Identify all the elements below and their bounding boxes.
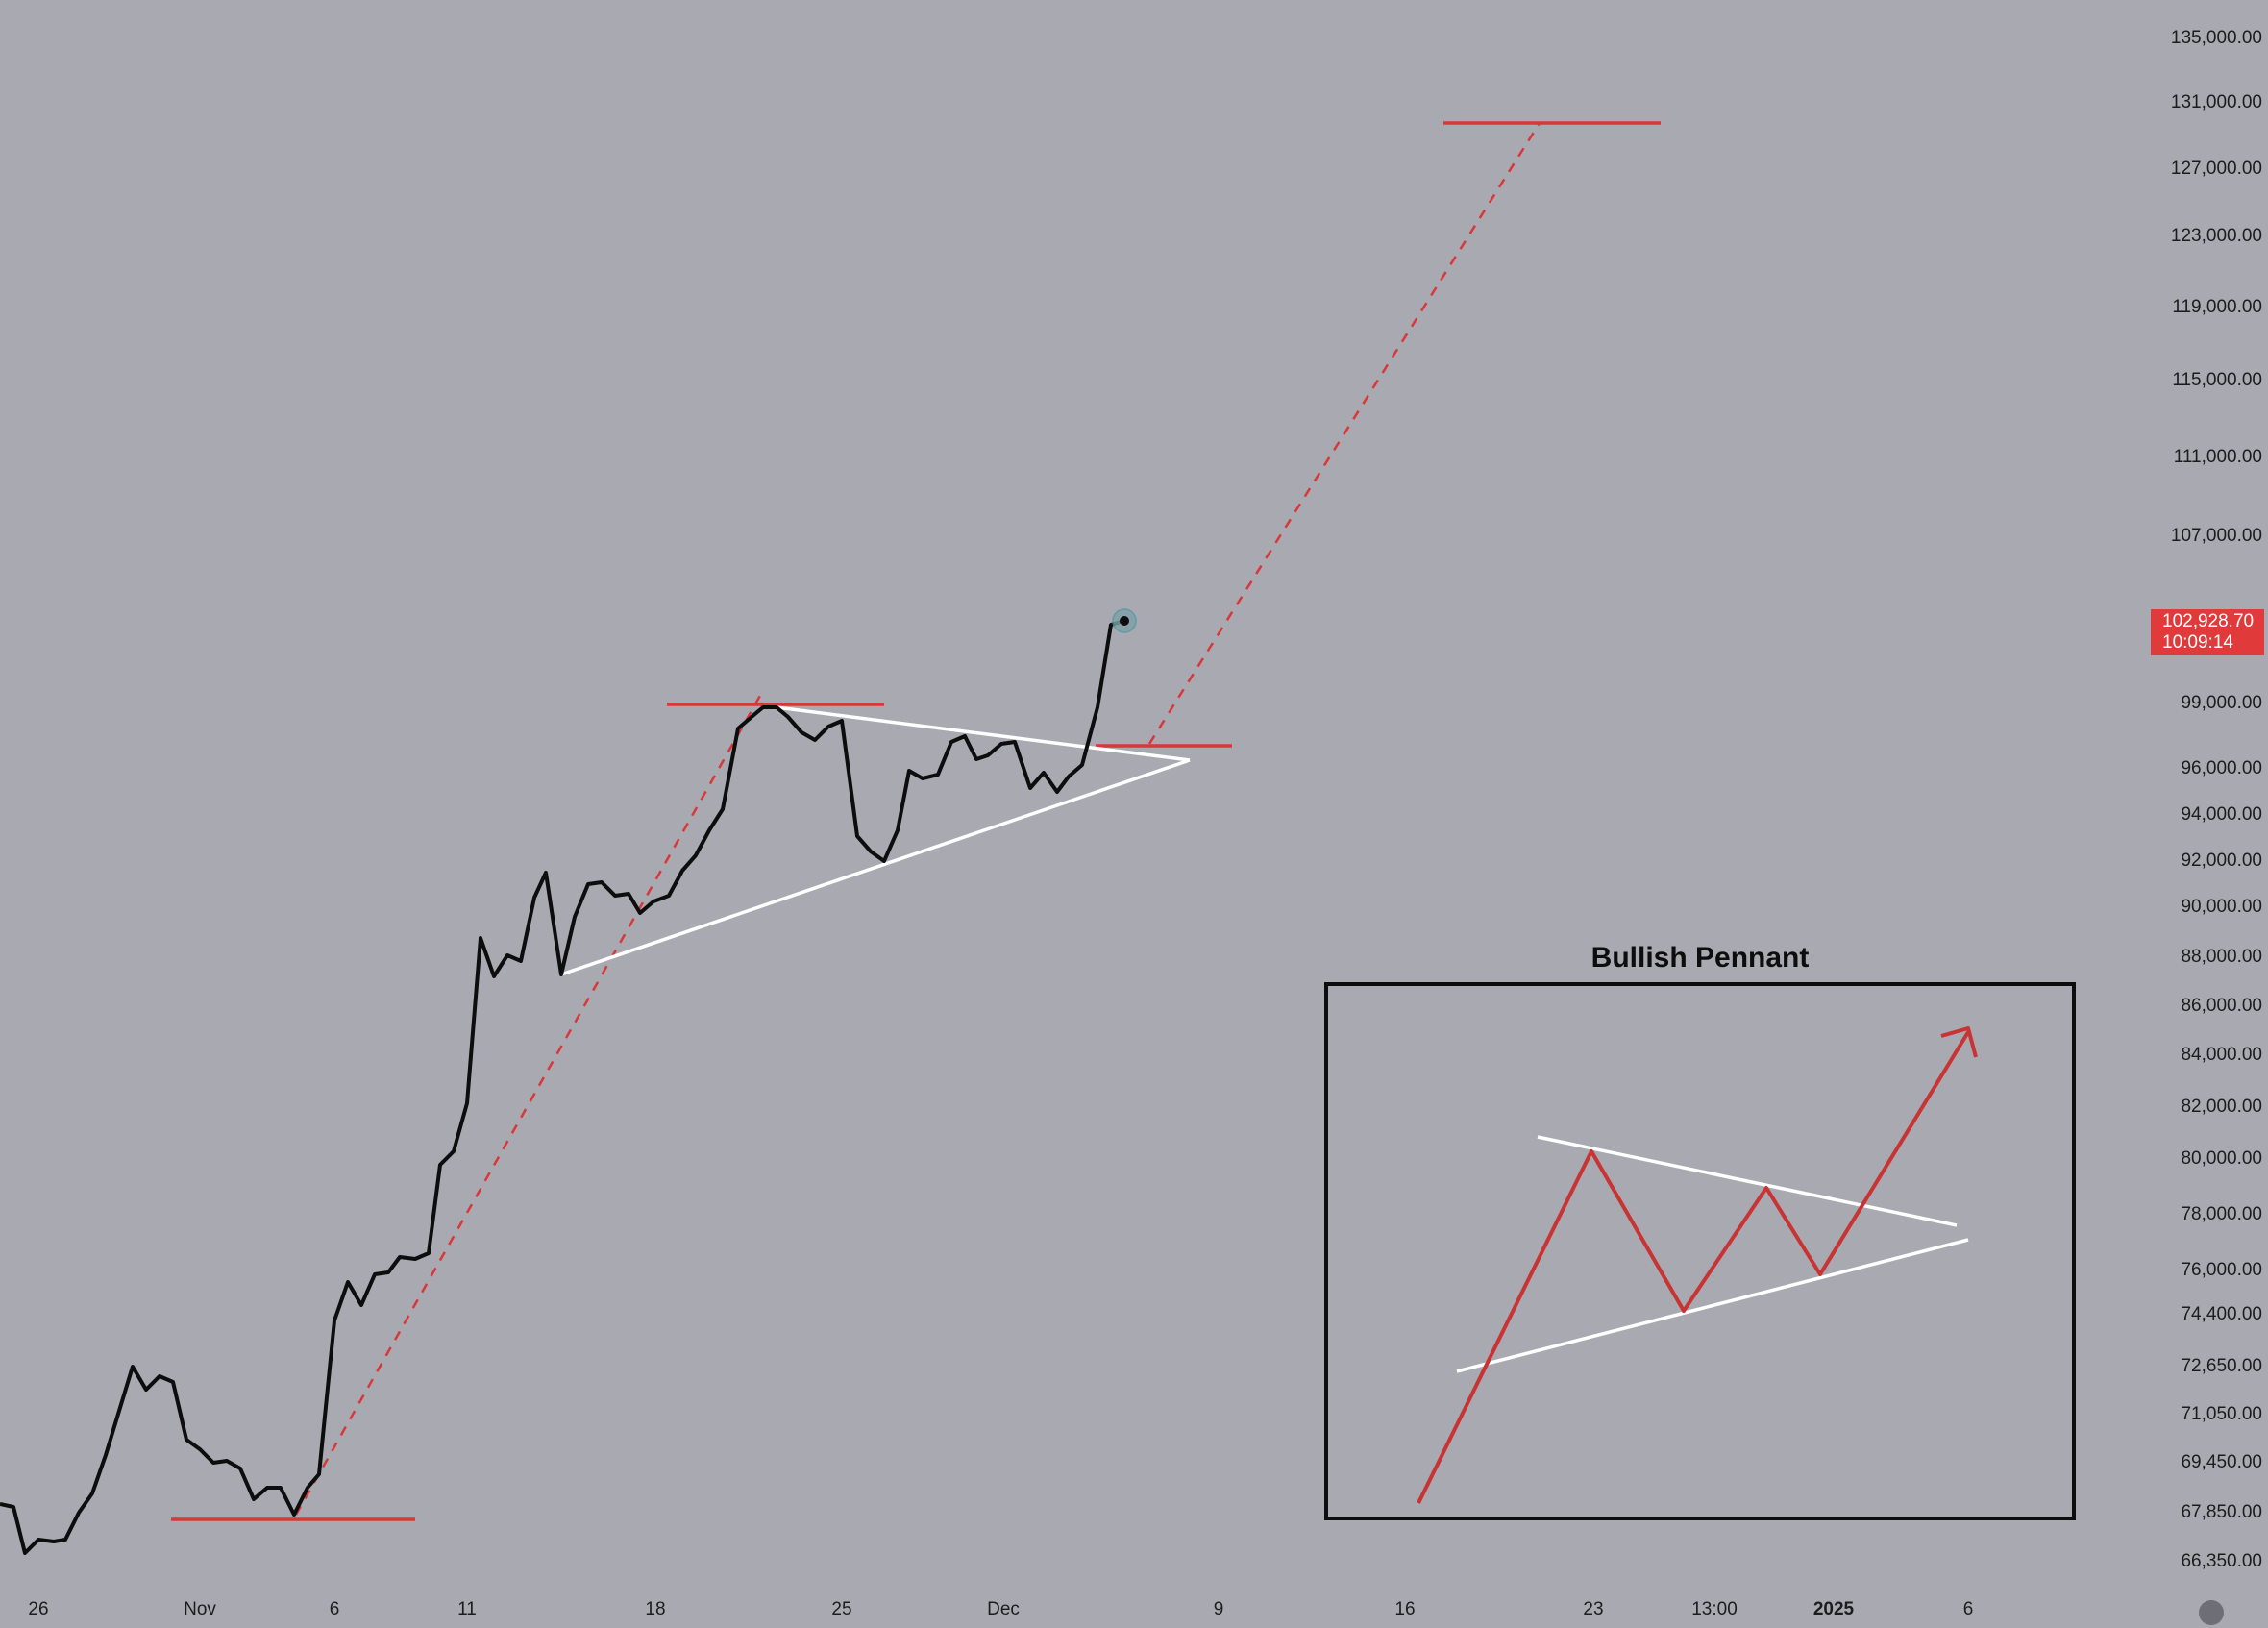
date-axis-label: 13:00 [1691, 1599, 1738, 1619]
pennant-upper-trendline [776, 705, 1191, 762]
candle-countdown: 10:09:14 [2162, 632, 2233, 653]
inset-upper-trendline [1537, 1135, 1958, 1227]
price-axis-label: 71,050.00 [2181, 1404, 2262, 1424]
price-axis-label: 86,000.00 [2181, 996, 2262, 1016]
price-axis-label: 135,000.00 [2170, 28, 2262, 48]
price-axis-label: 90,000.00 [2181, 897, 2262, 917]
price-axis-label: 88,000.00 [2181, 947, 2262, 967]
price-axis-label: 107,000.00 [2170, 526, 2262, 546]
price-axis-label: 69,450.00 [2181, 1452, 2262, 1472]
price-axis-label: 94,000.00 [2181, 804, 2262, 825]
price-axis-label: 96,000.00 [2181, 758, 2262, 778]
current-price-value: 102,928.70 [2162, 611, 2255, 631]
inset-title: Bullish Pennant [1590, 942, 1810, 974]
date-axis-label: 9 [1213, 1599, 1224, 1619]
price-axis-label: 119,000.00 [2172, 297, 2262, 317]
price-line-series [0, 619, 1125, 1555]
inset-price-path [1417, 1030, 1970, 1504]
current-price-badge: 102,928.70 10:09:14 [2151, 609, 2264, 655]
date-axis-label: 25 [831, 1599, 852, 1619]
date-axis-label: 6 [1962, 1599, 1974, 1619]
price-axis-label: 76,000.00 [2181, 1260, 2262, 1280]
price-axis-label: 127,000.00 [2170, 159, 2262, 179]
price-axis-label: 92,000.00 [2181, 851, 2262, 871]
price-axis-label: 80,000.00 [2181, 1148, 2262, 1169]
date-axis-label: 26 [28, 1599, 49, 1619]
date-axis-label: Nov [184, 1599, 216, 1619]
price-axis-label: 72,650.00 [2181, 1356, 2262, 1376]
price-axis-label: 84,000.00 [2181, 1045, 2262, 1065]
price-axis-label: 82,000.00 [2181, 1097, 2262, 1117]
price-axis-label: 115,000.00 [2172, 370, 2262, 390]
scroll-to-realtime-button[interactable] [2199, 1600, 2224, 1625]
date-axis-label: 16 [1394, 1599, 1416, 1619]
date-axis-label: 23 [1583, 1599, 1604, 1619]
inset-frame [1324, 982, 2076, 1520]
inset-arrowhead [1940, 1026, 1978, 1058]
date-axis-label: Dec [987, 1599, 1020, 1619]
pennant-lower-trendline [560, 758, 1191, 976]
price-axis-label: 131,000.00 [2170, 92, 2262, 112]
projection-dashed-line [1147, 122, 1541, 745]
price-axis-label: 123,000.00 [2170, 226, 2262, 246]
price-axis-label: 67,850.00 [2181, 1502, 2262, 1522]
price-axis-label: 111,000.00 [2173, 447, 2262, 467]
date-axis-label: 11 [457, 1599, 477, 1619]
date-axis-label: 6 [329, 1599, 340, 1619]
inset-lower-trendline [1456, 1238, 1969, 1373]
price-axis-label: 66,350.00 [2181, 1551, 2262, 1571]
price-axis-label: 78,000.00 [2181, 1204, 2262, 1224]
flagpole-dashed-line [294, 693, 763, 1516]
price-axis-label: 74,400.00 [2181, 1304, 2262, 1324]
price-axis-label: 99,000.00 [2181, 693, 2262, 713]
date-axis-label: 2025 [1812, 1599, 1855, 1619]
last-price-marker-dot [1120, 616, 1129, 626]
date-axis-label: 18 [645, 1599, 666, 1619]
